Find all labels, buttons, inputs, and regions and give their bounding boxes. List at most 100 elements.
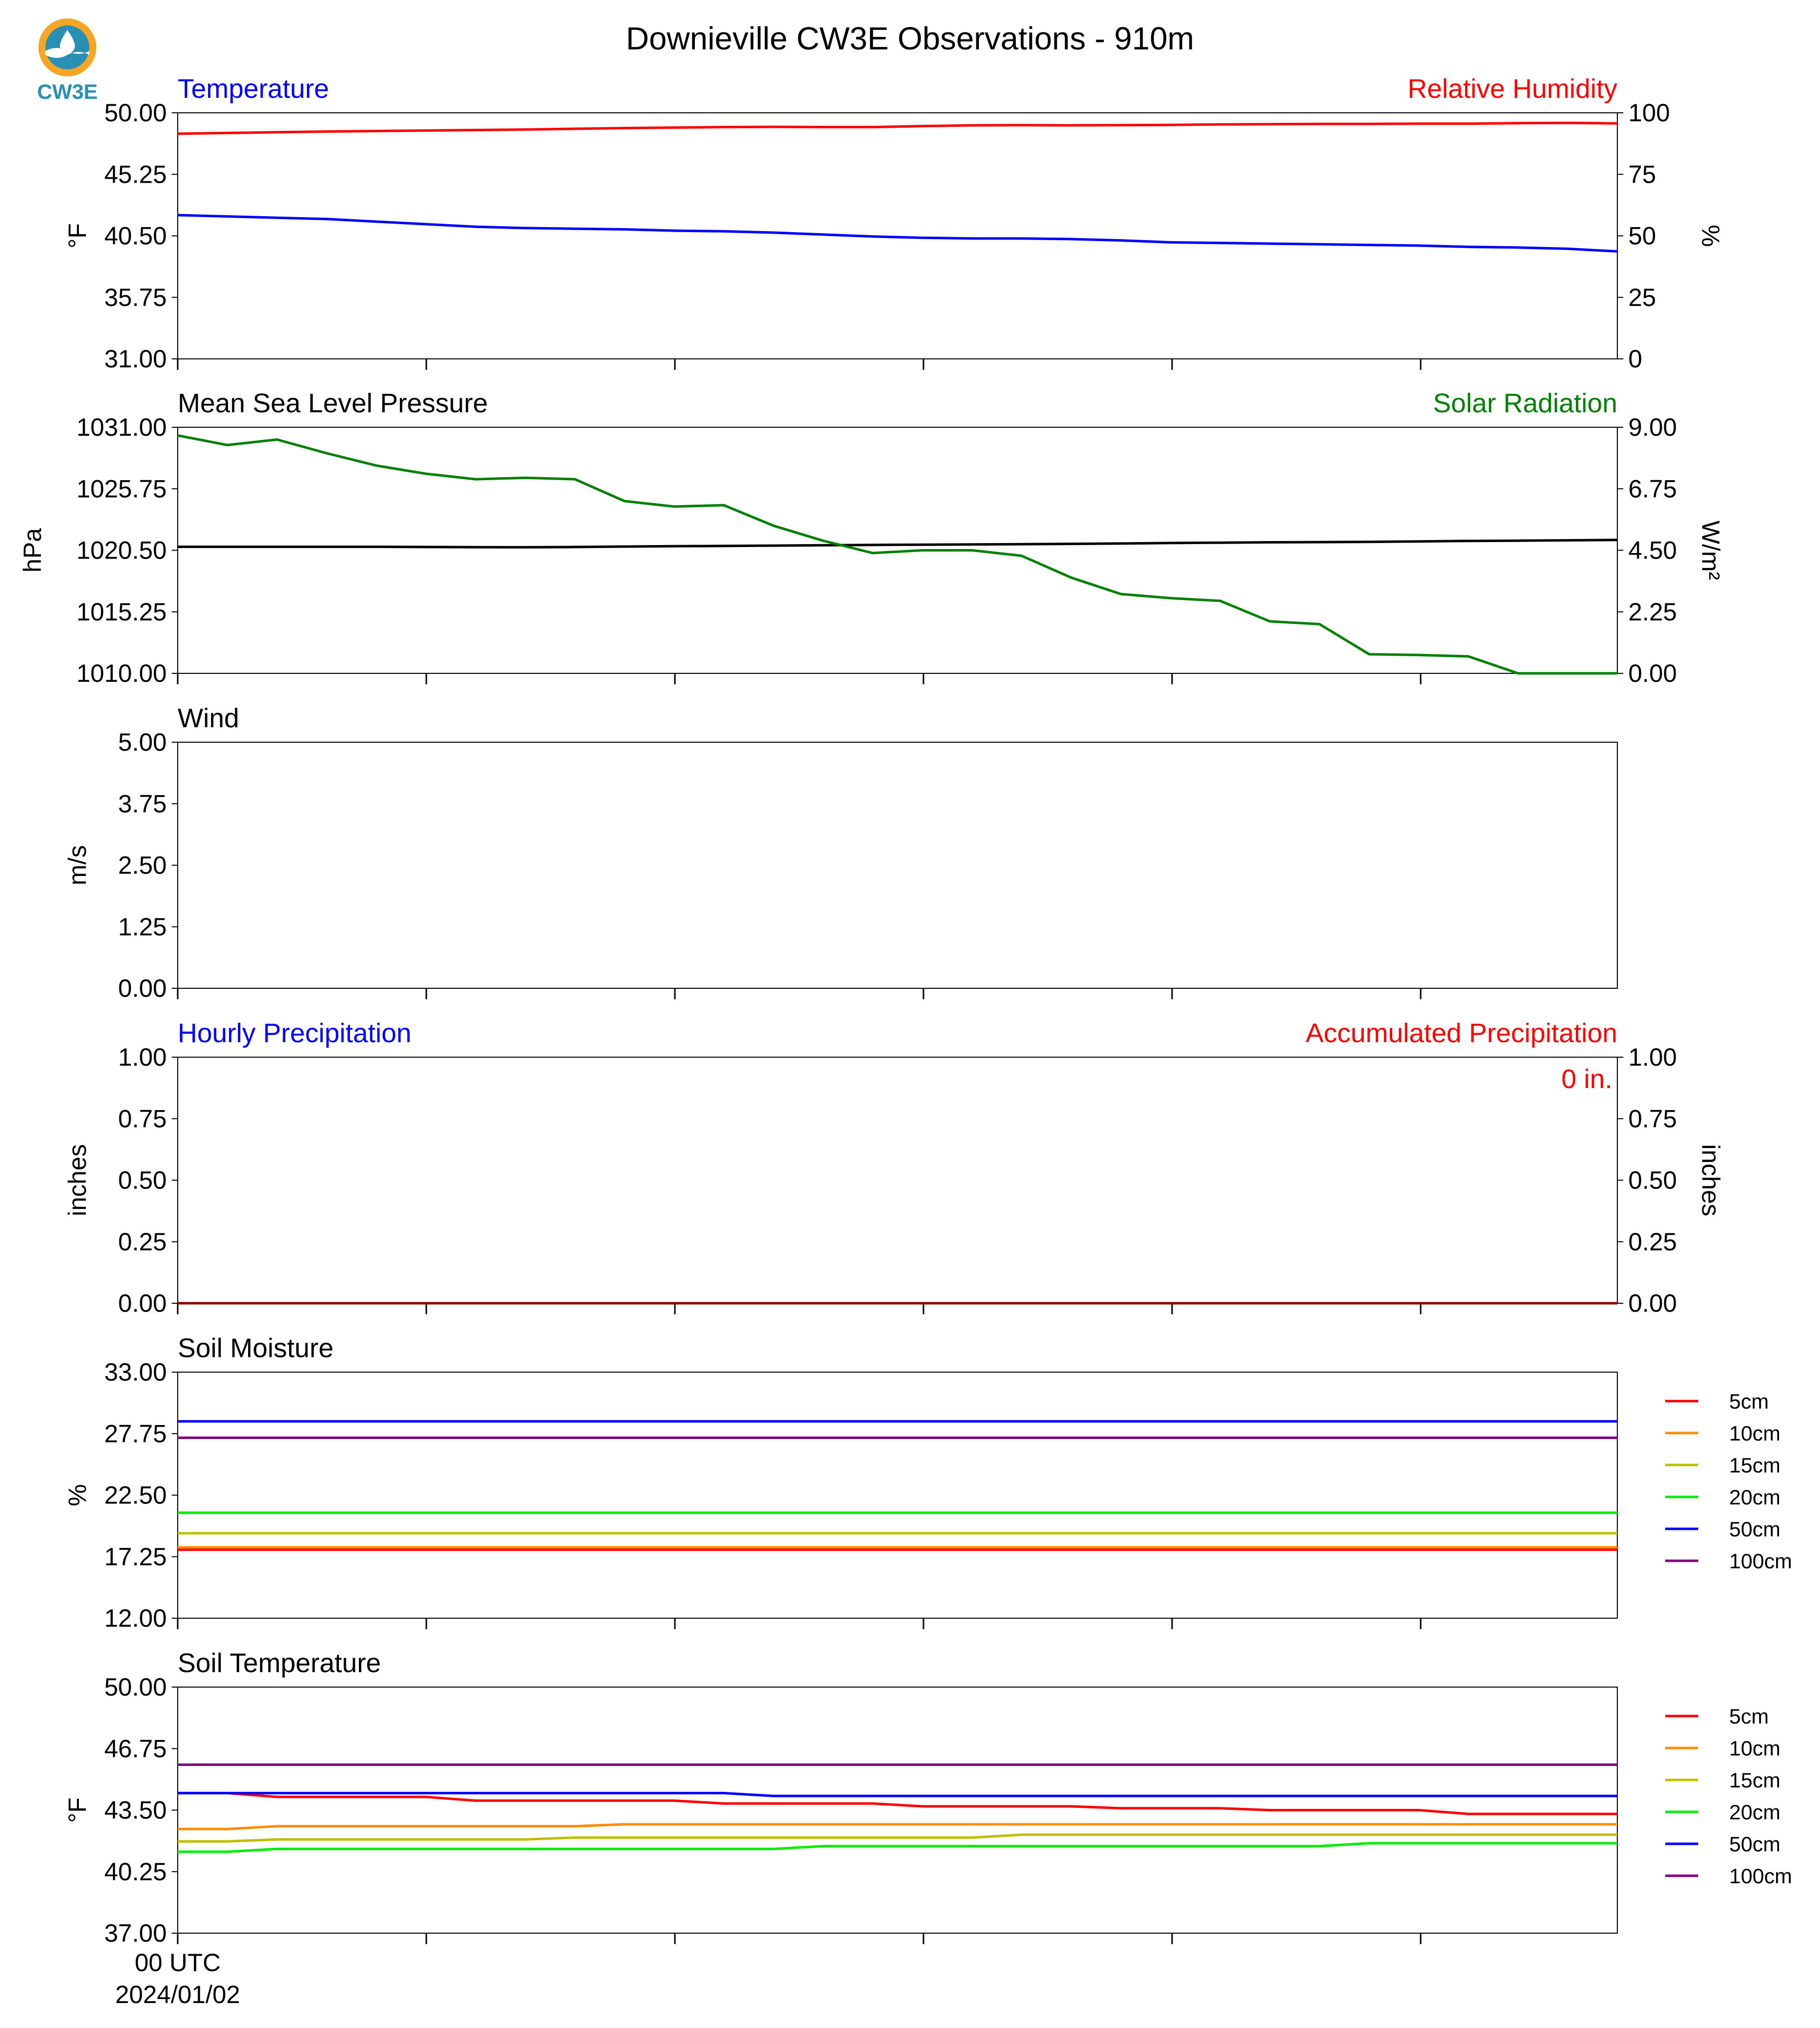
x-tick-date-label: 2024/01/02 xyxy=(115,1981,240,2009)
y-tick-label: 1020.50 xyxy=(76,537,167,565)
y-tick-label: 0.25 xyxy=(118,1228,167,1256)
panel-title-left: Hourly Precipitation xyxy=(178,1018,411,1048)
y-right-tick-label: 25 xyxy=(1628,284,1656,311)
legend-label: 50cm xyxy=(1729,1832,1781,1856)
series-line-15cm xyxy=(178,1833,1617,1843)
legend-label: 20cm xyxy=(1729,1485,1781,1509)
y-axis-label: % xyxy=(63,1484,91,1506)
legend: 5cm 10cm 15cm 20cm 50cm 100cm xyxy=(1665,1390,1792,1573)
y-right-tick-label: 0.00 xyxy=(1628,1289,1677,1317)
legend-label: 100cm xyxy=(1729,1864,1792,1888)
panel-soil-moisture: Soil Moisture 12.00 17.25 22.50 27.75 33.00% 5… xyxy=(63,1333,1792,1632)
y-right-tick-label: 0.25 xyxy=(1628,1228,1677,1256)
y-axis-label: m/s xyxy=(63,845,91,885)
y-right-tick-label: 0.00 xyxy=(1628,659,1677,687)
panel-pressure-solar: Mean Sea Level Pressure Solar Radiation 10… xyxy=(18,388,1725,687)
y-axis-label: °F xyxy=(63,223,91,249)
y-tick-label: 50.00 xyxy=(104,1673,167,1701)
y-tick-label: 0.75 xyxy=(118,1105,167,1133)
y-axis-label: hPa xyxy=(18,528,46,573)
series-line-50cm xyxy=(178,1791,1617,1797)
y-tick-label: 37.00 xyxy=(104,1919,167,1947)
y-right-tick-label: 0.50 xyxy=(1628,1166,1677,1194)
y-tick-label: 0.00 xyxy=(118,974,167,1002)
y-tick-label: 1.00 xyxy=(118,1043,167,1071)
y-right-tick-label: 2.25 xyxy=(1628,598,1677,626)
y-right-axis-label: inches xyxy=(1697,1144,1725,1216)
y-tick-label: 12.00 xyxy=(104,1604,167,1632)
y-tick-label: 50.00 xyxy=(104,99,167,127)
legend-label: 20cm xyxy=(1729,1800,1781,1824)
legend-label: 15cm xyxy=(1729,1768,1781,1792)
y-tick-label: 22.50 xyxy=(104,1481,167,1509)
plot-frame xyxy=(177,427,1618,674)
panel-temp-rh: Temperature Relative Humidity 31.00 35.75 40… xyxy=(63,74,1725,373)
panel-wind: Wind 0.00 1.25 2.50 3.75 5.00 m/s xyxy=(63,703,1618,1002)
cw3e-logo: CW3E xyxy=(37,18,98,103)
y-tick-label: 1025.75 xyxy=(76,475,167,503)
y-tick-label: 46.75 xyxy=(104,1735,167,1762)
logo-text: CW3E xyxy=(37,80,97,103)
plot-frame xyxy=(177,112,1618,359)
y-right-tick-label: 75 xyxy=(1628,160,1656,188)
series-line-right xyxy=(177,434,1617,675)
y-tick-label: 1015.25 xyxy=(76,598,167,626)
y-tick-label: 5.00 xyxy=(118,728,167,756)
y-tick-label: 2.50 xyxy=(118,852,167,879)
y-right-axis-label: W/m² xyxy=(1697,521,1725,580)
legend-label: 100cm xyxy=(1729,1549,1792,1573)
y-tick-label: 0.00 xyxy=(118,1289,167,1317)
y-tick-label: 31.00 xyxy=(104,345,167,373)
page-title: Downieville CW3E Observations - 910m xyxy=(625,20,1195,56)
y-tick-label: 45.25 xyxy=(104,160,167,188)
series-line-left xyxy=(177,214,1618,253)
y-tick-label: 43.50 xyxy=(104,1796,167,1824)
panel-title-left: Mean Sea Level Pressure xyxy=(178,388,488,418)
series-line-left xyxy=(178,539,1618,549)
y-tick-label: 0.50 xyxy=(118,1166,167,1194)
y-tick-label: 35.75 xyxy=(104,284,167,311)
legend-label: 50cm xyxy=(1729,1517,1781,1541)
series-line-5cm xyxy=(178,1791,1617,1815)
legend-label: 10cm xyxy=(1729,1422,1781,1445)
y-right-tick-label: 0.75 xyxy=(1628,1105,1677,1133)
y-tick-label: 27.75 xyxy=(104,1420,167,1448)
y-right-tick-label: 6.75 xyxy=(1628,475,1677,503)
series-line-20cm xyxy=(178,1842,1617,1853)
y-tick-label: 1031.00 xyxy=(76,413,167,441)
y-tick-label: 1.25 xyxy=(118,913,167,941)
y-tick-label: 40.25 xyxy=(104,1858,167,1886)
y-tick-label: 3.75 xyxy=(118,790,167,818)
series-line-right xyxy=(177,121,1618,135)
y-tick-label: 1010.00 xyxy=(76,659,167,687)
panel-title-left: Soil Temperature xyxy=(178,1648,381,1678)
y-right-tick-label: 0 xyxy=(1628,345,1642,373)
y-right-axis-label: % xyxy=(1697,225,1725,247)
plot-frame xyxy=(177,742,1618,989)
y-axis-label: inches xyxy=(63,1144,91,1216)
plot-frame xyxy=(177,1372,1618,1619)
panel-title-right: Relative Humidity xyxy=(1408,74,1617,104)
panel-precip: Hourly Precipitation Accumulated Precipit… xyxy=(63,1018,1725,1317)
legend-label: 5cm xyxy=(1729,1390,1769,1413)
y-right-tick-label: 9.00 xyxy=(1628,413,1677,441)
plot-frame xyxy=(177,1057,1618,1304)
y-tick-label: 40.50 xyxy=(104,222,167,250)
y-right-tick-label: 1.00 xyxy=(1628,1043,1677,1071)
panel-title-right: Accumulated Precipitation xyxy=(1306,1018,1617,1048)
x-tick-label: 00 UTC xyxy=(135,1949,221,1977)
panel-title-right: Solar Radiation xyxy=(1433,388,1617,418)
y-axis-label: °F xyxy=(63,1797,91,1823)
panel-title-left: Soil Moisture xyxy=(178,1333,333,1363)
y-tick-label: 33.00 xyxy=(104,1358,167,1386)
legend: 5cm 10cm 15cm 20cm 50cm 100cm xyxy=(1665,1705,1792,1888)
annotation-label: 0 in. xyxy=(1561,1064,1612,1094)
panel-title-left: Temperature xyxy=(178,74,329,104)
y-right-tick-label: 50 xyxy=(1628,222,1656,250)
y-tick-label: 17.25 xyxy=(104,1543,167,1571)
y-right-tick-label: 100 xyxy=(1628,99,1670,127)
legend-label: 15cm xyxy=(1729,1453,1781,1477)
y-right-tick-label: 4.50 xyxy=(1628,537,1677,565)
legend-label: 10cm xyxy=(1729,1737,1781,1760)
